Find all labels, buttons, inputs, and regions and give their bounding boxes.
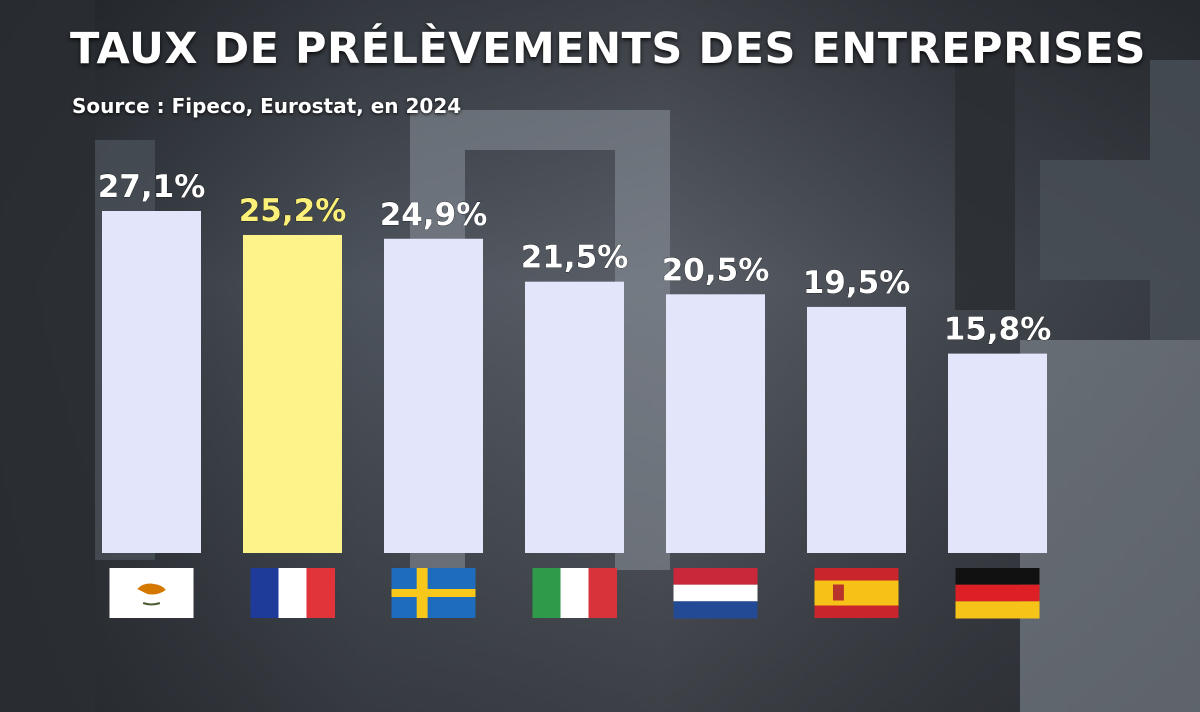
arch-right-leg	[615, 150, 670, 570]
glass-building-right	[1020, 340, 1200, 712]
value-labels-group: 27,1% 25,2% 24,9% 21,5% 20,5% 19,5% 15,8%	[97, 169, 1052, 348]
bar-germany	[948, 353, 1047, 553]
arch-top	[410, 110, 670, 150]
value-label-france: 25,2%	[239, 193, 347, 229]
sweden-flag	[391, 568, 476, 618]
chart-source: Source : Fipeco, Eurostat, en 2024	[72, 94, 462, 118]
bar-sweden	[384, 238, 483, 553]
building-right	[1040, 160, 1150, 280]
france-flag	[250, 568, 335, 618]
tower-right	[955, 50, 1015, 310]
value-label-spain: 19,5%	[803, 265, 911, 301]
bar-france	[243, 234, 342, 554]
value-label-netherlands: 20,5%	[662, 252, 770, 288]
cyprus-flag	[109, 568, 194, 618]
bars-group	[102, 211, 1047, 554]
tower-far-right	[1150, 60, 1200, 340]
chart-title: TAUX DE PRÉLÈVEMENTS DES ENTREPRISES	[70, 24, 1146, 74]
tower-left	[0, 0, 95, 712]
bar-cyprus	[102, 211, 201, 553]
value-label-sweden: 24,9%	[380, 197, 488, 233]
value-label-cyprus: 27,1%	[98, 169, 206, 205]
bar-italy	[525, 281, 624, 553]
value-label-italy: 21,5%	[521, 240, 629, 276]
flags-group	[109, 568, 1040, 619]
germany-flag	[955, 568, 1040, 619]
italy-flag	[532, 568, 617, 618]
value-label-germany: 15,8%	[944, 312, 1052, 348]
bar-netherlands	[666, 294, 765, 553]
netherlands-flag	[673, 568, 758, 619]
bar-spain	[807, 306, 906, 553]
spain-flag	[814, 568, 899, 618]
